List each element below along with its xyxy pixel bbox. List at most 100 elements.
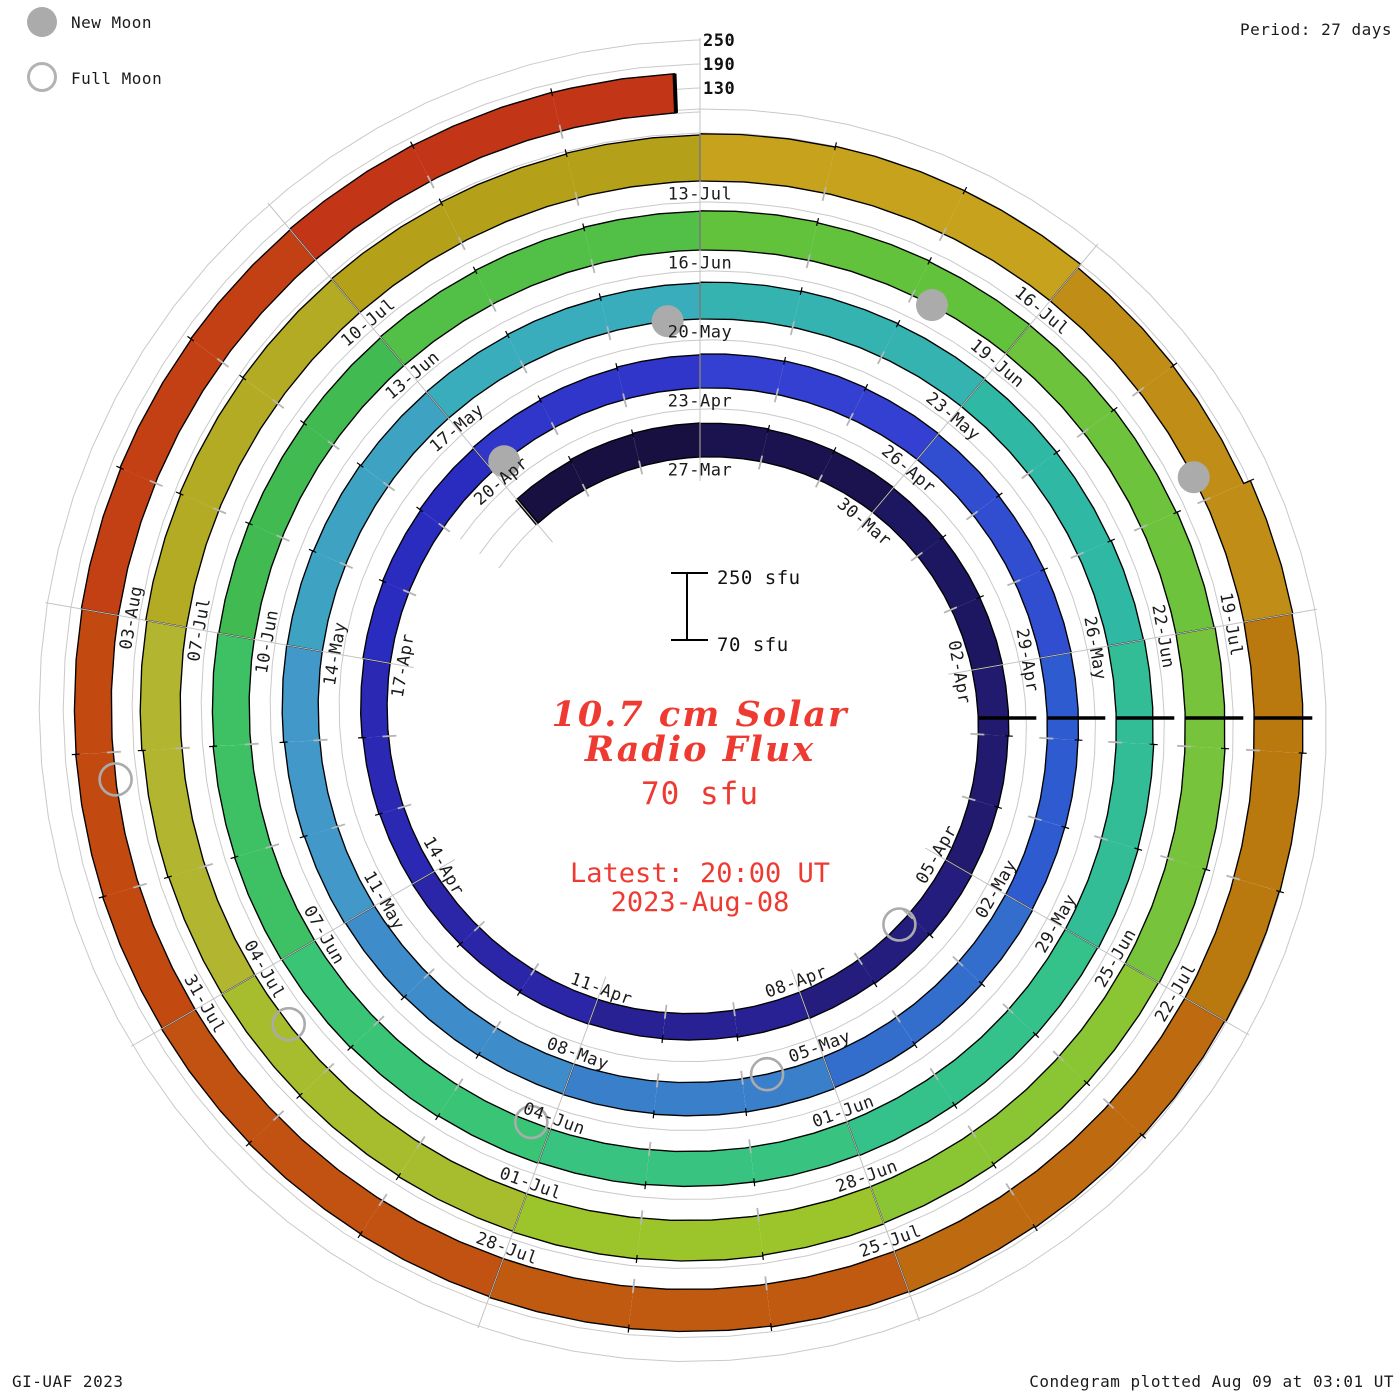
segment-outline (945, 663, 1010, 876)
flux-bar (475, 228, 593, 305)
segment-outline (822, 893, 1034, 1089)
flux-bar (1185, 877, 1280, 1022)
new-moon-icon (27, 7, 57, 37)
flux-bar (760, 429, 835, 481)
new-moon-marker (651, 305, 684, 338)
segment-outline (1064, 638, 1155, 949)
full-moon-marker (749, 1056, 785, 1092)
flux-bar (345, 906, 429, 998)
flux-bar (360, 1200, 504, 1297)
flux-bar (1028, 452, 1111, 555)
flux-bar (303, 337, 405, 445)
flux-bar (551, 73, 676, 131)
flux-bar (145, 494, 219, 628)
flux-bar (362, 581, 409, 664)
flux-bar (1083, 409, 1177, 528)
radial-axis-label-190: 190 (703, 55, 736, 75)
flux-bar (179, 378, 278, 511)
full-moon-marker (98, 762, 133, 797)
flux-bar (946, 798, 998, 875)
flux-bar (894, 1190, 1035, 1293)
segment-outline (512, 1185, 885, 1262)
flux-bar (168, 866, 255, 994)
segment-outline (960, 378, 1145, 647)
flux-bar (120, 339, 223, 483)
flux-bar (823, 1017, 915, 1088)
segment-outline (1004, 324, 1216, 635)
segment-outline (411, 870, 599, 1025)
segment-outline (916, 433, 1073, 659)
flux-bar (190, 229, 316, 363)
flux-bar (75, 752, 139, 897)
flux-bar (382, 510, 444, 593)
segment-outline (220, 974, 528, 1233)
segment-outline (360, 658, 436, 885)
flux-bar (700, 210, 818, 261)
flux-bar (896, 962, 982, 1044)
flux-bar (912, 261, 1030, 354)
legend-full-moon-label: Full Moon (71, 69, 163, 88)
flux-bar (1141, 512, 1215, 635)
flux-bar (562, 1064, 658, 1114)
segment-outline (379, 210, 701, 367)
full-moon-marker (882, 907, 917, 942)
flux-bar (1138, 365, 1244, 501)
flux-bar (412, 871, 479, 945)
segment-outline (211, 632, 316, 961)
flux-bar (140, 620, 187, 751)
baseline-value-label: 70 sfu (641, 776, 759, 812)
segment-outline (1124, 626, 1226, 985)
flux-bar (539, 368, 625, 428)
date-tick-label: 23-Apr (668, 391, 732, 411)
flux-bar (847, 1074, 955, 1156)
chart-title-line2: Radio Flux (584, 729, 816, 770)
date-tick-label: 20-May (668, 322, 732, 342)
flux-bar (934, 1009, 1036, 1106)
segment-outline (281, 644, 376, 925)
flux-bar (1014, 569, 1072, 658)
flux-bar (351, 1021, 459, 1117)
segment-outline (280, 939, 552, 1165)
flux-bar (218, 523, 282, 640)
flux-bar (299, 1069, 421, 1176)
segment-outline (73, 608, 197, 1030)
flux-bar (1005, 818, 1065, 910)
segment-outline (699, 281, 986, 408)
flux-bar (792, 291, 899, 357)
date-tick-label: 16-Jun (668, 253, 732, 273)
flux-bar (512, 1193, 642, 1259)
flux-bar (1008, 929, 1098, 1035)
flux-bar (700, 133, 836, 193)
flux-bar (881, 324, 985, 407)
segment-outline (893, 997, 1226, 1294)
flux-bar (143, 748, 206, 878)
flux-bar (234, 846, 315, 960)
flux-bar (249, 423, 333, 538)
flux-bar (943, 191, 1081, 301)
flux-bar (412, 92, 561, 181)
flux-bar (360, 658, 391, 738)
flux-bar (951, 597, 1003, 670)
flux-bar (221, 975, 328, 1096)
flux-bar (1109, 998, 1225, 1136)
gridline-spiral-190sfu (62, 63, 1303, 1339)
flux-bar (362, 736, 404, 815)
flux-bar (734, 992, 810, 1038)
segment-outline (139, 619, 256, 995)
flux-bar (636, 1215, 763, 1261)
flux-bar (1234, 750, 1302, 892)
credit-right: Condegram plotted Aug 09 at 03:01 UT (1029, 1372, 1394, 1391)
flux-bar (282, 645, 323, 743)
latest-time-label: Latest: 20:00 UT (569, 858, 831, 889)
flux-bar (489, 1258, 634, 1328)
flux-bar (1065, 838, 1139, 948)
segment-outline (472, 354, 701, 473)
full-moon-icon (27, 62, 57, 92)
segment-outline (488, 1250, 910, 1333)
scalebar-top-label: 250 sfu (717, 567, 801, 589)
date-tick-label: 13-Jul (668, 184, 732, 204)
flux-bar (766, 1251, 909, 1327)
flux-bar (850, 388, 939, 460)
flux-bar (81, 468, 156, 616)
